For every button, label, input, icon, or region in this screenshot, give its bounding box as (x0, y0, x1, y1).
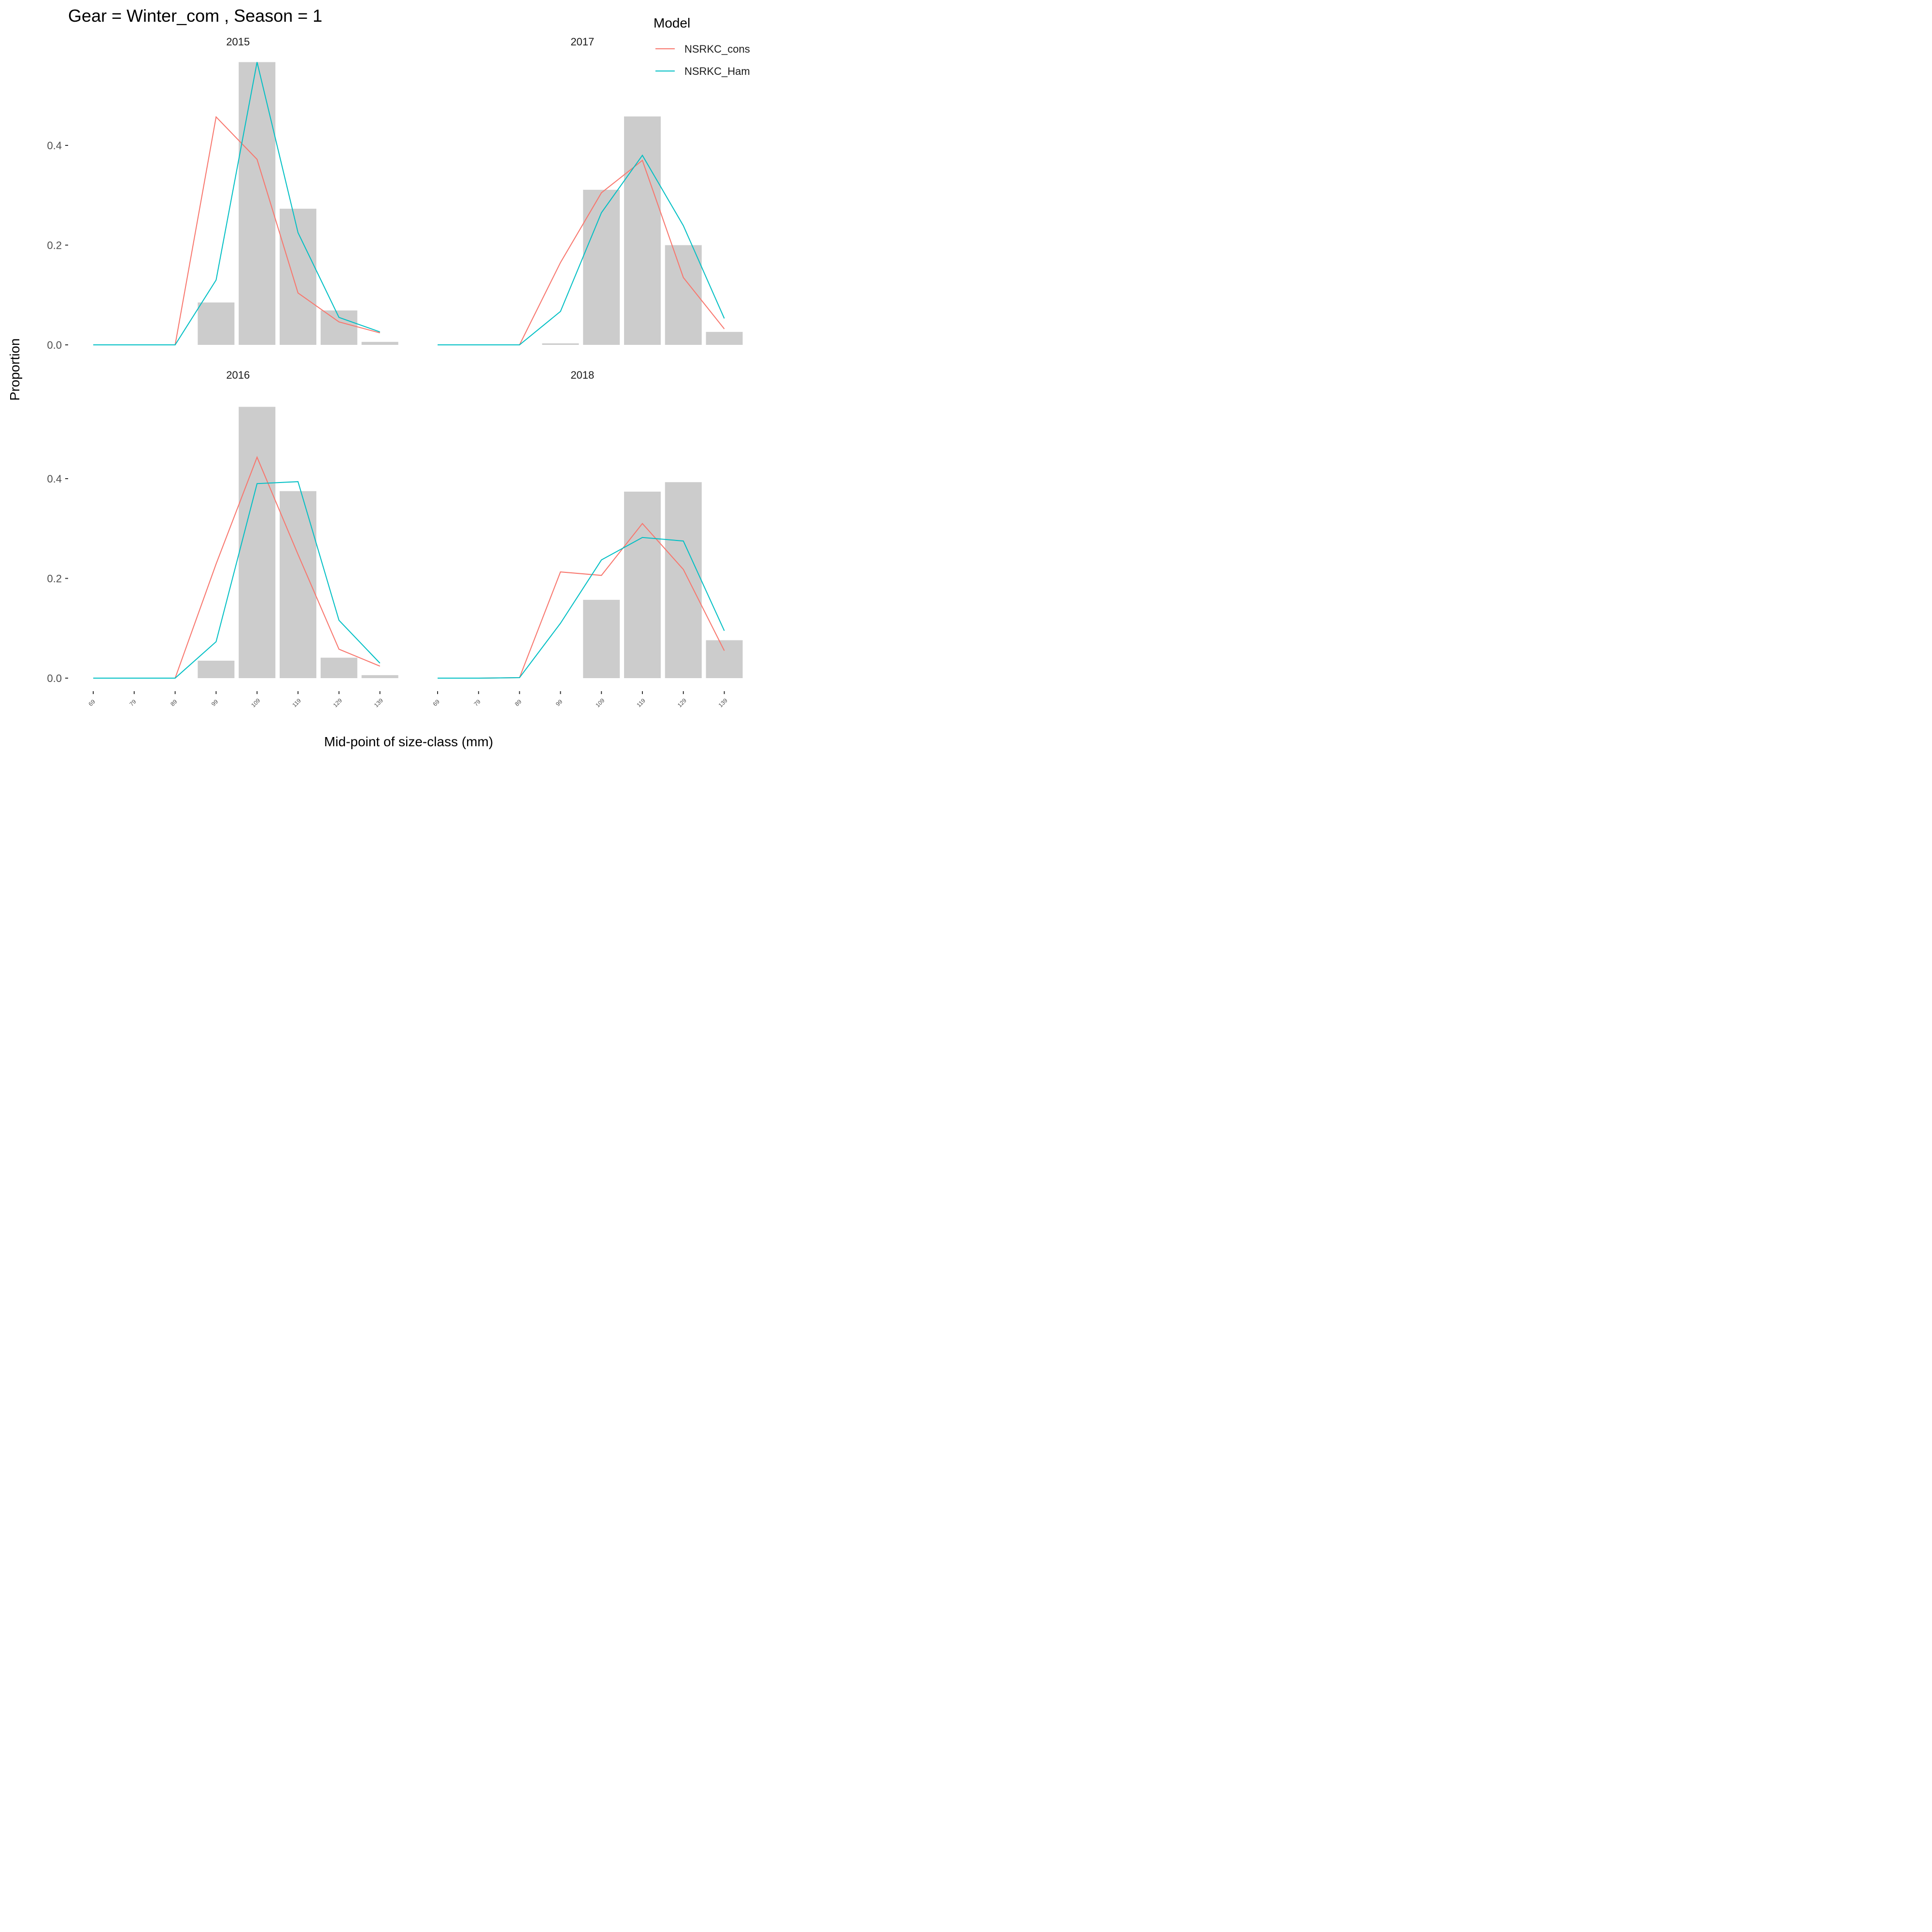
y-tick-label: 0.4 (47, 140, 62, 152)
x-tick-label: 69 (87, 698, 97, 708)
y-axis-title: Proportion (7, 338, 22, 400)
panel-label: 2018 (570, 369, 594, 381)
panel-label: 2016 (226, 369, 250, 381)
x-tick-label: 129 (332, 697, 343, 709)
x-tick-label: 119 (635, 697, 647, 709)
x-tick-label: 139 (373, 697, 384, 709)
x-tick-label: 89 (513, 698, 523, 708)
x-tick-label: 69 (431, 698, 441, 708)
bar-observed (583, 599, 620, 678)
bar-observed (706, 332, 743, 345)
bar-observed (280, 209, 316, 345)
legend: NSRKC_cons NSRKC_Ham (655, 43, 750, 77)
x-tick-label: 129 (676, 697, 688, 709)
y-tick-label: 0.2 (47, 573, 62, 585)
line-NSRKC_Ham (438, 537, 725, 679)
bar-observed (320, 657, 357, 678)
bar-observed (198, 660, 235, 678)
panel-label: 2015 (226, 36, 250, 48)
x-tick-label: 99 (554, 698, 564, 708)
x-tick-label: 119 (291, 697, 302, 709)
x-tick-label: 109 (250, 697, 261, 709)
x-tick-label: 79 (472, 698, 482, 708)
bar-observed (665, 482, 702, 678)
panel-2018: 2018 69 79 89 99 109 119 129 139 (431, 369, 743, 709)
legend-label: NSRKC_Ham (684, 65, 750, 77)
x-tick-label: 79 (128, 698, 138, 708)
line-NSRKC_Ham (93, 481, 381, 679)
x-tick-label: 99 (210, 698, 220, 708)
bar-observed (542, 343, 579, 345)
x-tick-label: 89 (169, 698, 179, 708)
line-NSRKC_Ham (438, 154, 725, 345)
y-tick-label: 0.2 (47, 240, 62, 252)
y-tick-label: 0.0 (47, 339, 62, 351)
faceted-chart: Gear = Winter_com , Season = 1 Proportio… (7, 6, 750, 749)
chart-title: Gear = Winter_com , Season = 1 (68, 6, 322, 26)
bar-observed (320, 310, 357, 345)
bar-observed (239, 62, 276, 345)
bar-observed (624, 116, 661, 345)
bar-observed (665, 245, 702, 345)
chart-root: Gear = Winter_com , Season = 1 Proportio… (0, 0, 757, 757)
bar-observed (198, 302, 235, 345)
panel-label: 2017 (570, 36, 594, 48)
line-NSRKC_cons (93, 455, 380, 679)
x-tick-label: 139 (717, 697, 729, 709)
bar-observed (361, 341, 398, 345)
x-tick-label: 109 (594, 697, 606, 709)
legend-label: NSRKC_cons (684, 43, 750, 55)
bar-observed (624, 491, 661, 678)
y-tick-label: 0.0 (47, 672, 62, 684)
panel-2017: 2017 (438, 36, 743, 345)
panel-2016: 2016 0.0 0.2 0.4 69 79 89 99 109 119 129 139 (47, 369, 398, 709)
panel-2015: 2015 0.0 0.2 0.4 (47, 36, 398, 351)
bar-observed (361, 675, 398, 678)
line-NSRKC_Ham (93, 62, 380, 345)
x-axis-title: Mid-point of size-class (mm) (324, 734, 493, 749)
bar-observed (583, 189, 620, 345)
legend-title: Model (653, 15, 690, 30)
bar-observed (239, 407, 276, 678)
y-tick-label: 0.4 (47, 473, 62, 485)
bar-observed (706, 640, 743, 678)
panels: 2015 0.0 0.2 0.4 2017 2016 0.0 0.2 0.4 69 79 89 99 10… (47, 36, 743, 709)
